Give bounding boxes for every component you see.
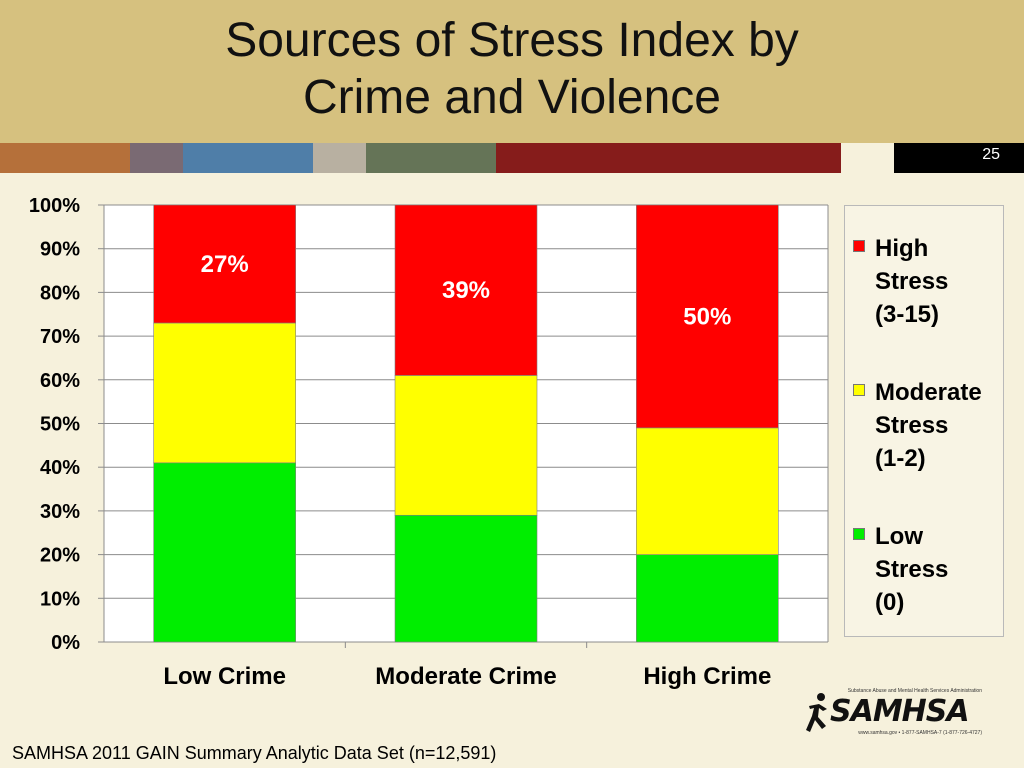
bar-segment [153, 462, 296, 643]
stripe-segment-2 [130, 143, 183, 173]
title-line-2: Crime and Violence [302, 71, 721, 124]
logo-tagline: Substance Abuse and Mental Health Servic… [847, 688, 982, 694]
slide-title: Sources of Stress Index by Crime and Vio… [0, 12, 1024, 126]
title-line-1: Sources of Stress Index by [225, 14, 799, 67]
y-tick-label: 80% [40, 282, 80, 304]
logo-contact: www.samhsa.gov • 1-877-SAMHSA-7 (1-877-7… [858, 730, 982, 736]
data-label: 27% [201, 251, 249, 278]
stripe-segment-6 [496, 143, 841, 173]
legend-label-moderate-stress: Moderate Stress (1-2) [875, 379, 982, 472]
stripe-segment-1 [0, 143, 130, 173]
data-label: 39% [442, 277, 490, 304]
bar-segment [153, 204, 296, 324]
x-tick-label: High Crime [643, 663, 771, 690]
y-tick-label: 0% [51, 632, 80, 654]
y-tick-label: 60% [40, 370, 80, 392]
running-figure-icon [806, 693, 827, 732]
stripe-segment-7 [841, 143, 894, 173]
title-band [0, 0, 1024, 143]
legend-swatch-low-stress [853, 528, 865, 540]
bar-segment [394, 375, 538, 516]
y-tick-label: 70% [40, 326, 80, 348]
stripe-segment-4 [313, 143, 366, 173]
stripe-segment-8 [894, 143, 1024, 173]
legend-swatch-moderate-stress [853, 384, 865, 396]
slide-number: 25 [982, 146, 1000, 163]
bar-segment [153, 322, 296, 464]
bar-segment [394, 204, 538, 376]
stacked-bar-chart: 0% 10% 20% 30% 40% 50% 60% 70% 80% 90% 100% Low Cri… [29, 195, 829, 690]
bar-segment [636, 427, 779, 555]
y-tick-label: 30% [40, 501, 80, 523]
legend-label-high-stress: High Stress (3-15) [875, 235, 949, 328]
samhsa-logo: Substance Abuse and Mental Health Servic… [806, 686, 982, 742]
legend-label-low-stress: Low Stress (0) [875, 523, 949, 616]
x-tick-label: Moderate Crime [375, 663, 556, 690]
bar-segment [636, 554, 779, 643]
legend-swatch-high-stress [853, 240, 865, 252]
x-tick-label: Low Crime [163, 663, 286, 690]
y-tick-label: 20% [40, 545, 80, 567]
y-tick-label: 40% [40, 457, 80, 479]
bar-segment [394, 514, 538, 643]
y-tick-label: 90% [40, 239, 80, 261]
chart-legend: High Stress (3-15) Moderate Stress (1-2)… [844, 205, 1004, 637]
y-tick-label: 100% [29, 195, 80, 217]
bar-segment [636, 204, 779, 429]
stripe-segment-3 [183, 143, 313, 173]
y-tick-label: 50% [40, 414, 80, 436]
data-label: 50% [683, 303, 731, 330]
logo-wordmark: SAMHSA [830, 694, 970, 729]
source-note: SAMHSA 2011 GAIN Summary Analytic Data S… [12, 743, 497, 763]
y-tick-label: 10% [40, 588, 80, 610]
stripe-segment-5 [366, 143, 496, 173]
